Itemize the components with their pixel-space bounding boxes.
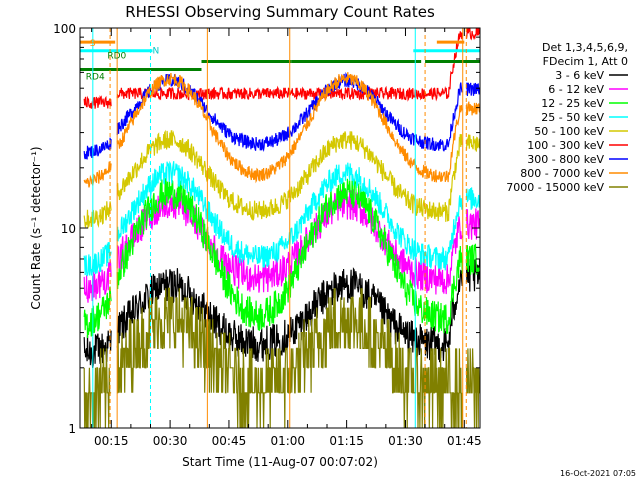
legend-label-4: 50 - 100 keV (534, 125, 604, 138)
legend-label-0: 3 - 6 keV (555, 69, 604, 82)
x-tick-label-6: 01:45 (447, 434, 482, 448)
x-tick-label-2: 00:45 (212, 434, 247, 448)
x-tick-label-1: 00:30 (153, 434, 188, 448)
y-axis-label: Count Rate (s⁻¹ detector⁻¹) (29, 146, 43, 309)
legend-header-0: Det 1,3,4,5,6,9, (542, 41, 628, 54)
legend-label-5: 100 - 300 keV (527, 139, 604, 152)
saa-label: S (90, 39, 96, 49)
x-tick-label-4: 01:15 (329, 434, 364, 448)
legend-label-2: 12 - 25 keV (541, 97, 604, 110)
legend-header-1: FDecim 1, Att 0 (543, 55, 628, 68)
y-tick-label-1: 10 (61, 222, 76, 236)
legend-label-8: 7000 - 15000 keV (506, 181, 604, 194)
plot-area: S N RD4 RD0 (80, 28, 480, 428)
plot-timestamp: 16-Oct-2021 07:05 (560, 469, 636, 478)
legend-label-7: 800 - 7000 keV (520, 167, 604, 180)
series-line-6 (83, 72, 480, 160)
rd-label-1: RD0 (107, 51, 126, 61)
x-tick-label-3: 01:00 (270, 434, 305, 448)
night-label: N (152, 47, 159, 57)
axes: 1 10 100 00:15 00:30 00:45 01:00 01:15 01:30 01:4… (53, 22, 482, 448)
legend-label-6: 300 - 800 keV (527, 153, 604, 166)
x-tick-label-5: 01:30 (388, 434, 423, 448)
legend-label-1: 6 - 12 keV (548, 83, 604, 96)
x-axis-label: Start Time (11-Aug-07 00:07:02) (182, 455, 378, 469)
chart-title: RHESSI Observing Summary Count Rates (125, 3, 435, 21)
plot-inner (80, 28, 480, 428)
legend-label-3: 25 - 50 keV (541, 111, 604, 124)
y-tick-label-2: 100 (53, 22, 76, 36)
rd-label-0: RD4 (86, 73, 105, 83)
x-tick-label-0: 00:15 (94, 434, 129, 448)
y-tick-label-0: 1 (68, 422, 76, 436)
series-line-7 (83, 72, 480, 188)
legend: Det 1,3,4,5,6,9,FDecim 1, Att 03 - 6 keV… (506, 41, 628, 194)
